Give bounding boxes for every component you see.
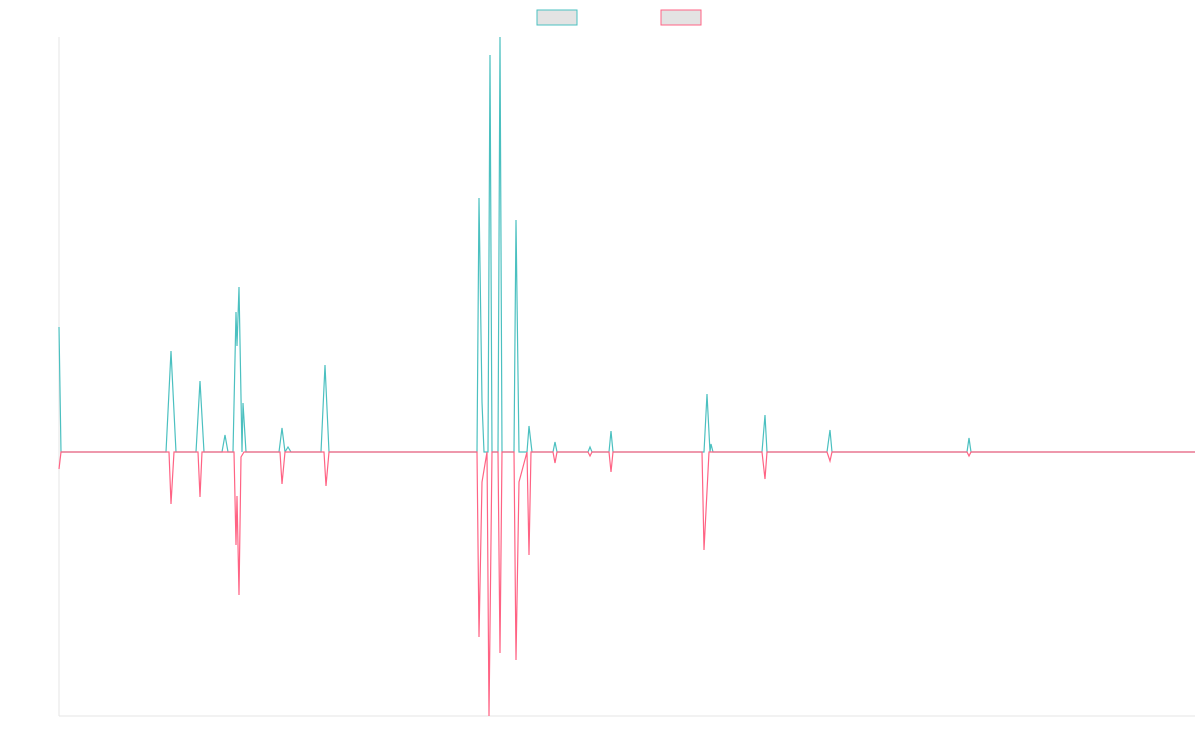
legend-swatch[interactable] xyxy=(536,9,578,26)
legend-swatch[interactable] xyxy=(660,9,702,26)
series-line xyxy=(58,451,1195,717)
series-line xyxy=(58,36,1195,454)
